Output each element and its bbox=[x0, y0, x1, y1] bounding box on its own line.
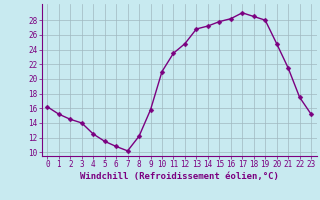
X-axis label: Windchill (Refroidissement éolien,°C): Windchill (Refroidissement éolien,°C) bbox=[80, 172, 279, 181]
